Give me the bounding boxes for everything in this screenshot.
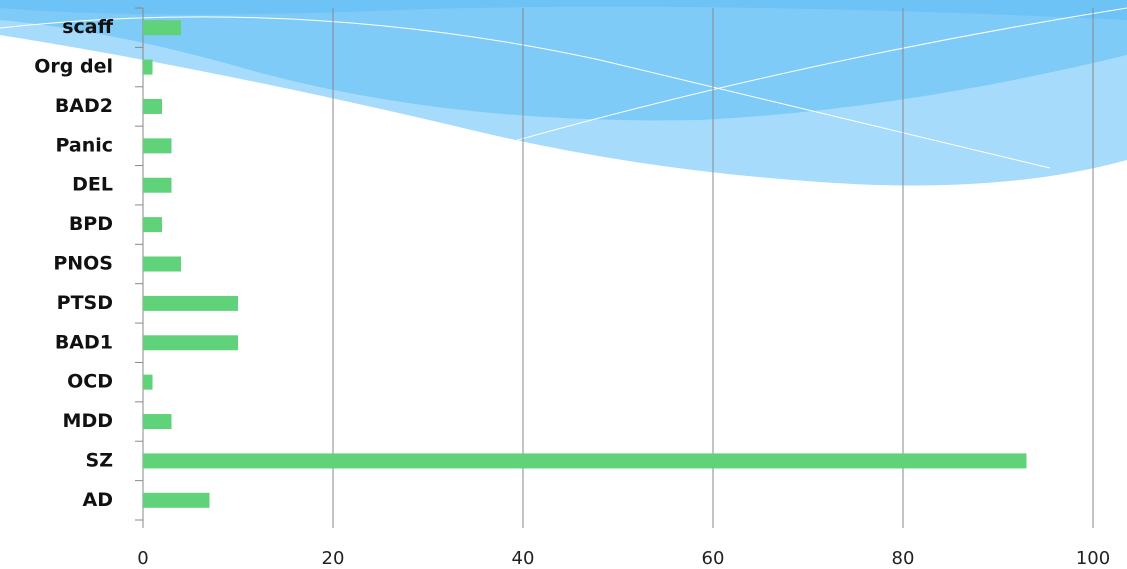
y-tick-label: DEL: [72, 174, 113, 196]
bar: [143, 295, 238, 311]
bar: [143, 374, 153, 390]
y-tick-label: PNOS: [53, 253, 113, 275]
bar: [143, 217, 162, 233]
bar: [143, 492, 210, 508]
bar: [143, 414, 172, 430]
bar: [143, 138, 172, 154]
bar: [143, 98, 162, 114]
x-tick-label: 0: [137, 548, 148, 569]
bar: [143, 59, 153, 75]
y-tick-label: MDD: [63, 410, 113, 432]
y-tick-label: AD: [83, 489, 113, 511]
y-tick-label: OCD: [67, 371, 113, 393]
bar: [143, 20, 181, 36]
y-tick-label: Panic: [55, 134, 113, 156]
bar: [143, 256, 181, 272]
y-tick-label: SZ: [86, 449, 113, 471]
y-tick-label: BAD2: [55, 95, 113, 117]
y-tick-label: BAD1: [55, 331, 113, 353]
bar: [143, 453, 1027, 469]
x-tick-label: 60: [702, 548, 725, 569]
x-tick-label: 20: [322, 548, 345, 569]
background-waves: [0, 0, 1127, 186]
bar: [143, 335, 238, 351]
x-tick-label: 100: [1076, 548, 1110, 569]
y-tick-label: scaff: [62, 16, 113, 38]
y-tick-label: PTSD: [57, 292, 113, 314]
bar: [143, 177, 172, 193]
y-tick-label: Org del: [34, 56, 113, 78]
y-tick-label: BPD: [69, 213, 113, 235]
x-tick-label: 40: [512, 548, 535, 569]
x-tick-label: 80: [892, 548, 915, 569]
